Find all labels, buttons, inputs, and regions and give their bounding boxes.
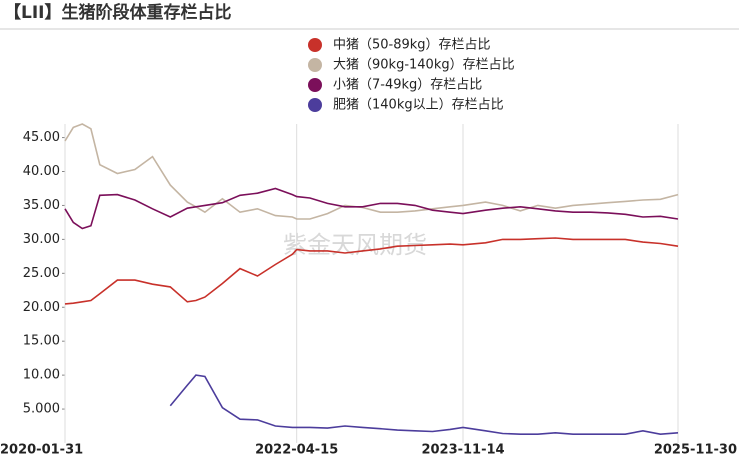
legend-label: 小猪（7-49kg）存栏占比 [333,78,482,93]
watermark: 紫金天风期货 [283,231,427,259]
y-tick-label: 5.000 [23,402,60,417]
x-tick-label: 2023-11-14 [421,443,504,458]
legend-marker [308,98,322,112]
y-tick-label: 40.00 [23,164,60,179]
chart-title: 【LII】生猪阶段体重存栏占比 [4,2,231,23]
y-tick-label: 10.00 [23,368,60,383]
y-tick-label: 35.00 [23,198,60,213]
legend-marker [308,78,322,92]
legend-label: 中猪（50-89kg）存栏占比 [333,38,491,53]
legend-marker [308,58,322,72]
y-tick-label: 20.00 [23,300,60,315]
series-line [64,237,679,305]
y-tick-label: 45.00 [23,130,60,145]
y-tick-label: 30.00 [23,232,60,247]
x-tick-label: 2025-11-30 [654,443,737,458]
x-tick-label: 2022-04-15 [255,443,338,458]
y-tick-label: 15.00 [23,334,60,349]
y-tick-label: 25.00 [23,266,60,281]
x-tick-label: 2020-01-31 [0,443,83,458]
series-line [169,374,679,436]
series-line [64,123,679,220]
legend-marker [308,38,322,52]
legend-label: 肥猪（140kg以上）存栏占比 [333,98,504,113]
series-line [64,187,679,230]
legend-label: 大猪（90kg-140kg）存栏占比 [333,58,515,73]
